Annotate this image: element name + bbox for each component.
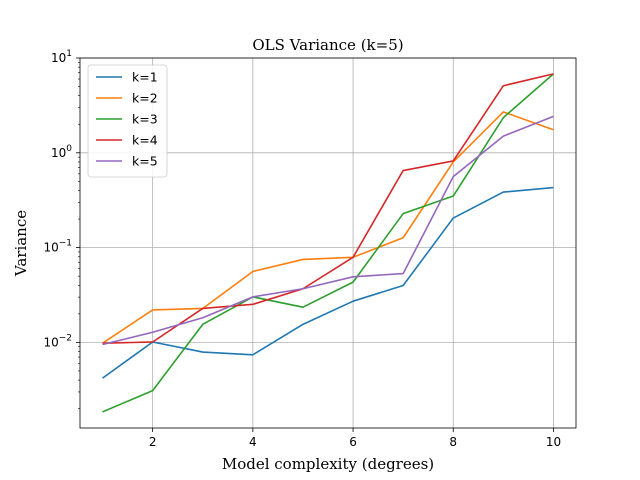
legend-frame: [87, 64, 168, 178]
legend-label: k=2: [132, 91, 158, 106]
y-tick-exponent: 0: [66, 144, 72, 154]
y-tick-exponent: 1: [66, 49, 72, 59]
x-tick-label: 8: [449, 435, 457, 449]
x-tick-label: 4: [249, 435, 257, 449]
y-tick-label: 10−2: [43, 333, 72, 349]
y-tick-exponent: −2: [59, 333, 72, 343]
y-tick-base: 10: [51, 146, 66, 160]
series-line-k=1: [102, 186, 554, 379]
legend-label: k=5: [132, 154, 158, 169]
y-axis-label: Variance: [12, 210, 30, 277]
y-tick-exponent: −1: [59, 239, 72, 249]
y-tick-label: 101: [51, 49, 72, 65]
series-lines: [102, 73, 554, 413]
y-tick-base: 10: [43, 335, 58, 349]
plot-frame: [79, 57, 577, 429]
x-tick-label: 10: [546, 435, 561, 449]
y-tick-base: 10: [51, 51, 66, 65]
x-tick-label: 2: [149, 435, 157, 449]
series-line-k=5: [102, 115, 554, 346]
y-tick-base: 10: [43, 241, 58, 255]
legend: k=1 k=2 k=3 k=4 k=5: [87, 64, 168, 178]
legend-label: k=4: [132, 133, 158, 148]
legend-label: k=3: [132, 112, 158, 127]
y-tick-label: 100: [51, 144, 72, 160]
series-line-k=2: [102, 111, 554, 344]
chart-title: OLS Variance (k=5): [252, 36, 403, 54]
x-axis-ticks: 2 4 6 8 10: [149, 428, 561, 449]
legend-label: k=1: [132, 70, 158, 85]
x-axis-label: Model complexity (degrees): [222, 455, 434, 473]
x-tick-label: 6: [349, 435, 357, 449]
y-tick-label: 10−1: [43, 239, 72, 255]
